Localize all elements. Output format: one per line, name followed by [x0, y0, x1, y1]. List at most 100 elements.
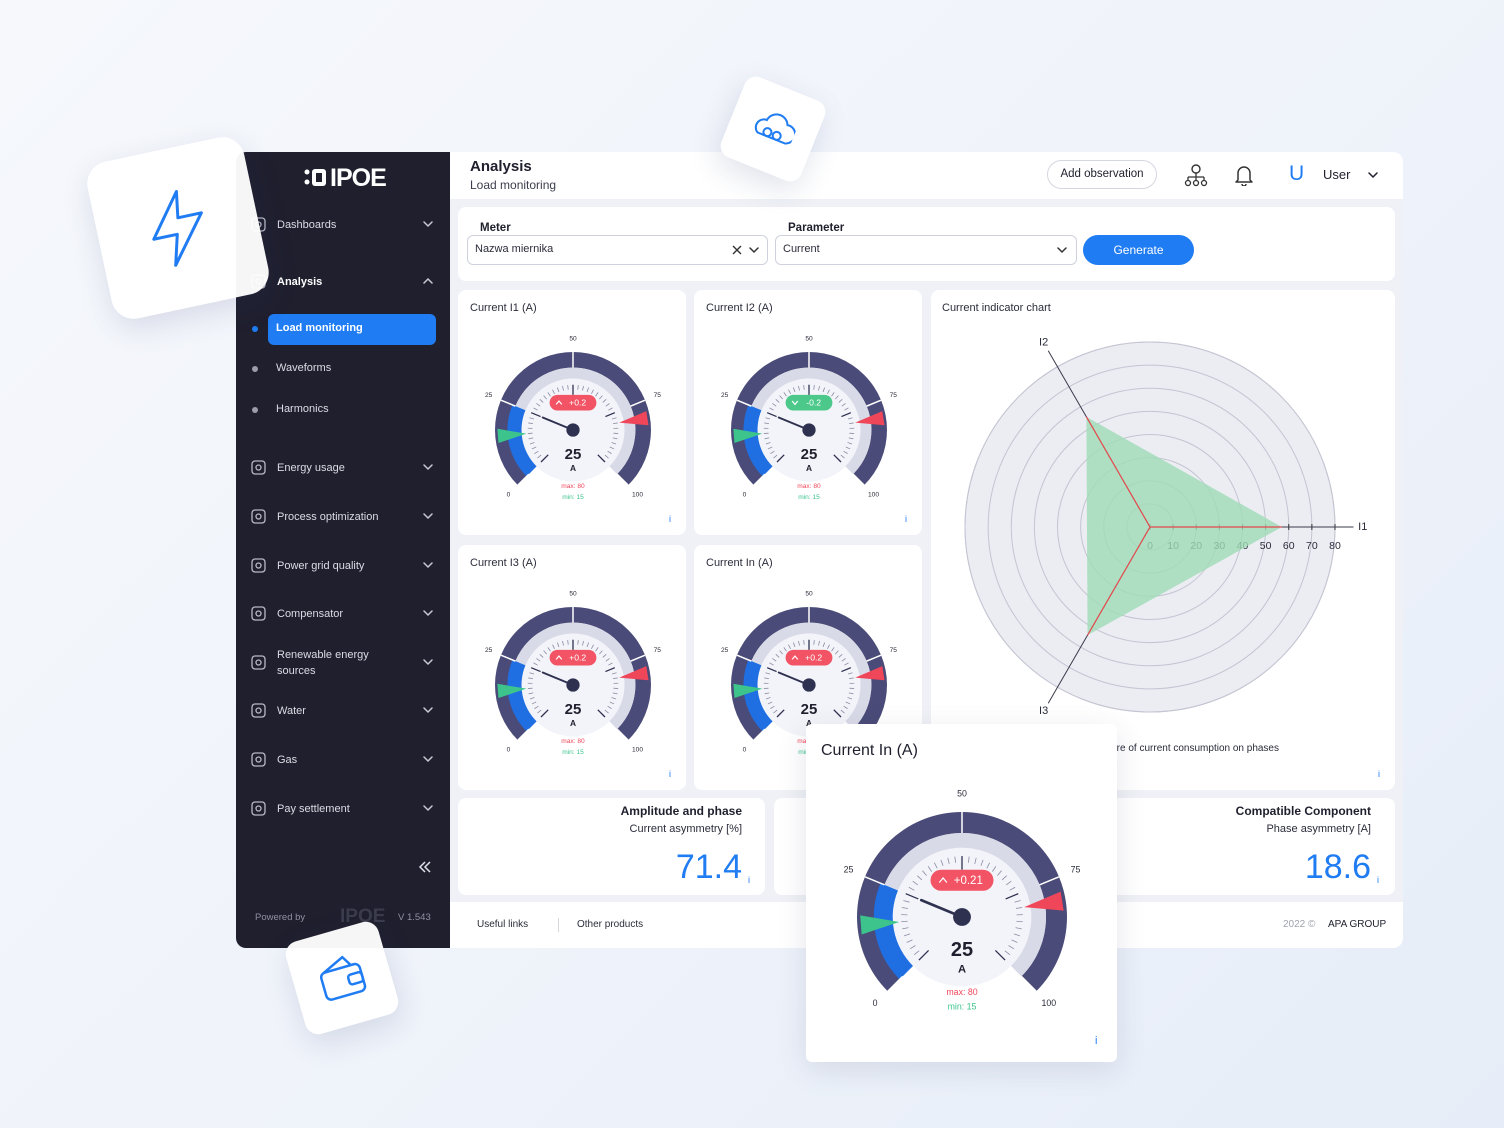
gauge-tick-label: 100	[1042, 998, 1057, 1008]
menu-item[interactable]: Dashboards	[277, 219, 337, 231]
menu-item[interactable]: Power grid quality	[277, 560, 365, 572]
gauge-band	[857, 812, 1067, 992]
info-icon[interactable]: i	[748, 875, 750, 885]
menu-chevron-part	[423, 659, 433, 666]
generate-button[interactable]: Generate	[1083, 235, 1194, 265]
submenu-item[interactable]: Harmonics	[276, 403, 329, 415]
menu-item[interactable]: Renewable energy sources	[277, 649, 369, 677]
menu-icon-part	[255, 756, 262, 763]
menu-icon	[251, 752, 266, 767]
needle-hub	[953, 908, 971, 926]
meter-value: Nazwa miernika	[475, 243, 554, 255]
user-chevron[interactable]	[1368, 171, 1380, 179]
submenu-item[interactable]: Waveforms	[276, 362, 332, 374]
footer-link[interactable]: Other products	[577, 919, 644, 930]
info-icon[interactable]: i	[905, 514, 907, 524]
submenu-dot	[252, 366, 258, 372]
menu-chevron[interactable]	[423, 512, 433, 520]
menu-item[interactable]: Water	[277, 705, 306, 717]
add-observation-button[interactable]: Add observation	[1047, 160, 1157, 189]
menu-chevron[interactable]	[423, 561, 433, 569]
user-chevron-part	[1368, 172, 1378, 179]
clear-icon[interactable]	[732, 245, 742, 255]
active-pill	[268, 314, 436, 345]
network-icon-part	[1184, 179, 1192, 187]
minor-tick	[1011, 939, 1018, 943]
menu-item[interactable]: Pay settlement	[277, 803, 350, 815]
gauge-tick-label: 25	[844, 864, 854, 874]
menu-chevron[interactable]	[423, 609, 433, 617]
minor-tick	[933, 862, 938, 869]
tile-icon-part	[152, 190, 203, 267]
info-icon[interactable]: i	[1378, 769, 1380, 779]
bell-icon-part	[1241, 183, 1247, 186]
menu-item[interactable]: Compensator	[277, 608, 344, 620]
parameter-select[interactable]	[775, 235, 1077, 265]
menu-chevron[interactable]	[423, 755, 433, 763]
parameter-chevron[interactable]	[1057, 246, 1067, 254]
meter-chevron[interactable]	[749, 246, 759, 254]
menu-icon-part	[255, 659, 262, 666]
submenu-item[interactable]: Load monitoring	[276, 322, 363, 334]
menu-icon-part	[255, 805, 262, 812]
menu-icon	[251, 606, 266, 621]
minor-tick	[908, 886, 915, 891]
popup-title: Current In (A)	[821, 742, 918, 759]
info-icon[interactable]: i	[669, 514, 671, 524]
minor-tick	[986, 862, 991, 869]
minor-tick	[912, 880, 919, 886]
menu-icon-part	[255, 610, 262, 617]
minor-tick	[909, 945, 916, 950]
menu-chevron[interactable]	[423, 220, 433, 228]
network-icon-part	[1200, 179, 1208, 187]
major-tick	[1005, 893, 1019, 900]
minor-tick	[927, 866, 932, 872]
menu-icon-part	[255, 513, 262, 520]
menu-item[interactable]: Energy usage	[277, 462, 345, 474]
info-icon[interactable]: i	[1377, 875, 1379, 885]
minor-tick	[997, 870, 1002, 876]
network-icon[interactable]	[1184, 163, 1208, 187]
menu-chevron[interactable]	[423, 463, 433, 471]
minor-tick	[903, 900, 910, 903]
collapse-button-part	[418, 861, 431, 873]
avatar[interactable]: U	[1289, 162, 1305, 185]
delta-label: +0.21	[954, 875, 983, 887]
minor-tick	[968, 856, 970, 863]
menu-chevron[interactable]	[423, 658, 433, 666]
meter-chevron-part	[749, 247, 759, 254]
tile-icon-part	[762, 126, 773, 137]
bell-icon[interactable]	[1234, 164, 1254, 186]
minor-tick	[947, 857, 950, 865]
minor-tick	[917, 875, 923, 881]
tile-icon-part	[346, 970, 365, 986]
page-title: Analysis	[470, 158, 532, 175]
gauge-card	[458, 290, 686, 535]
collapse-button[interactable]	[418, 860, 432, 874]
meter-select[interactable]	[467, 235, 768, 265]
sidebar	[236, 152, 450, 948]
minor-tick	[1004, 950, 1011, 956]
logo-mark	[304, 169, 326, 186]
user-name[interactable]: User	[1323, 167, 1351, 182]
menu-chevron[interactable]	[423, 706, 433, 714]
gauge-tick-label: 0	[873, 998, 878, 1008]
network-icon-part	[1191, 164, 1201, 174]
info-icon[interactable]: i	[1095, 1035, 1098, 1047]
footer-link[interactable]: Useful links	[477, 919, 529, 930]
menu-chevron-part	[423, 562, 433, 569]
floating-tile	[282, 918, 402, 1038]
menu-item[interactable]: Gas	[277, 754, 298, 766]
menu-item[interactable]: Process optimization	[277, 511, 379, 523]
menu-icon	[251, 460, 266, 475]
menu-item[interactable]: Analysis	[277, 276, 323, 288]
menu-icon-part	[251, 801, 266, 816]
menu-chevron[interactable]	[423, 277, 433, 285]
menu-chevron[interactable]	[423, 804, 433, 812]
gauge-unit: A	[958, 963, 966, 975]
info-icon[interactable]: i	[669, 769, 671, 779]
menu-icon-part	[255, 464, 262, 471]
